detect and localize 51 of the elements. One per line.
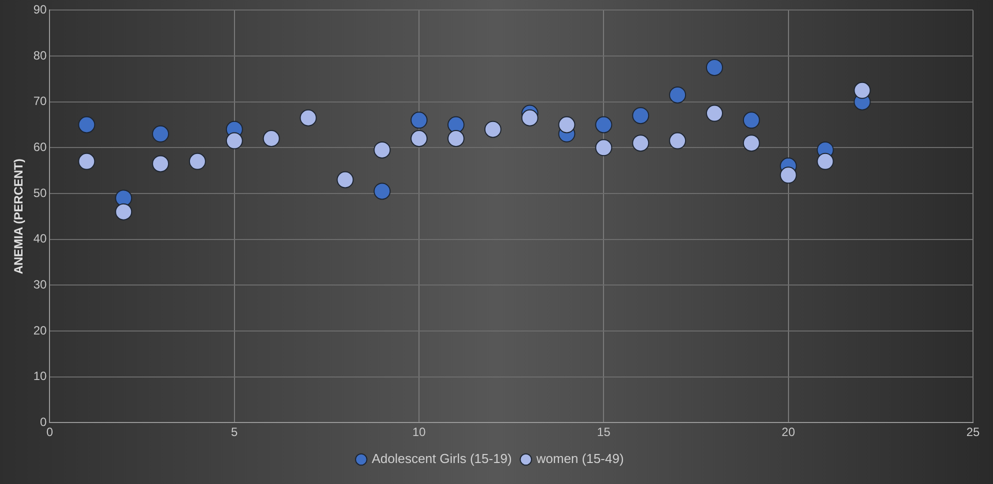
point <box>410 130 428 147</box>
y-tick-label: 70 <box>33 94 48 108</box>
point <box>152 155 170 172</box>
point <box>152 125 170 142</box>
point <box>706 104 723 122</box>
y-tick-label: 10 <box>33 369 48 384</box>
point <box>226 132 243 150</box>
x-tick-label: 20 <box>782 425 796 440</box>
point <box>632 107 650 124</box>
x-tick-label: 15 <box>597 425 611 440</box>
y-axis-title: ANEMIA (PERCENT) <box>12 158 26 274</box>
point <box>742 112 760 129</box>
point <box>854 82 871 99</box>
point <box>115 190 132 207</box>
point <box>632 134 650 152</box>
y-tick-label: 80 <box>33 48 48 62</box>
legend-label: women (15-49) <box>535 451 624 466</box>
point <box>78 152 96 170</box>
point <box>300 109 317 126</box>
y-tick-label: 50 <box>33 186 48 200</box>
y-tick-label: 40 <box>33 232 48 246</box>
point <box>262 130 280 147</box>
y-tick-label: 90 <box>33 2 48 17</box>
point <box>410 112 428 129</box>
point <box>558 116 576 134</box>
point <box>595 139 612 156</box>
point <box>669 86 686 104</box>
point <box>706 58 723 76</box>
point <box>447 116 464 134</box>
point <box>115 203 132 220</box>
legend-label: Adolescent Girls (15-19) <box>372 451 512 466</box>
point <box>484 120 502 138</box>
point <box>374 141 391 158</box>
point <box>188 152 206 170</box>
point <box>336 171 354 188</box>
y-tick-label: 30 <box>33 277 48 292</box>
point <box>78 116 96 134</box>
point <box>780 166 797 184</box>
point <box>816 152 834 170</box>
y-tick-label: 60 <box>33 140 48 154</box>
y-tick-label: 0 <box>40 414 48 429</box>
point <box>447 130 464 147</box>
point <box>742 134 760 152</box>
point <box>521 109 538 126</box>
y-tick-label: 20 <box>33 323 48 338</box>
point <box>595 116 612 134</box>
x-tick-label: 5 <box>231 425 238 440</box>
x-tick-label: 25 <box>966 425 980 440</box>
point <box>669 132 686 150</box>
x-tick-label: 10 <box>412 425 426 440</box>
point <box>374 182 391 200</box>
